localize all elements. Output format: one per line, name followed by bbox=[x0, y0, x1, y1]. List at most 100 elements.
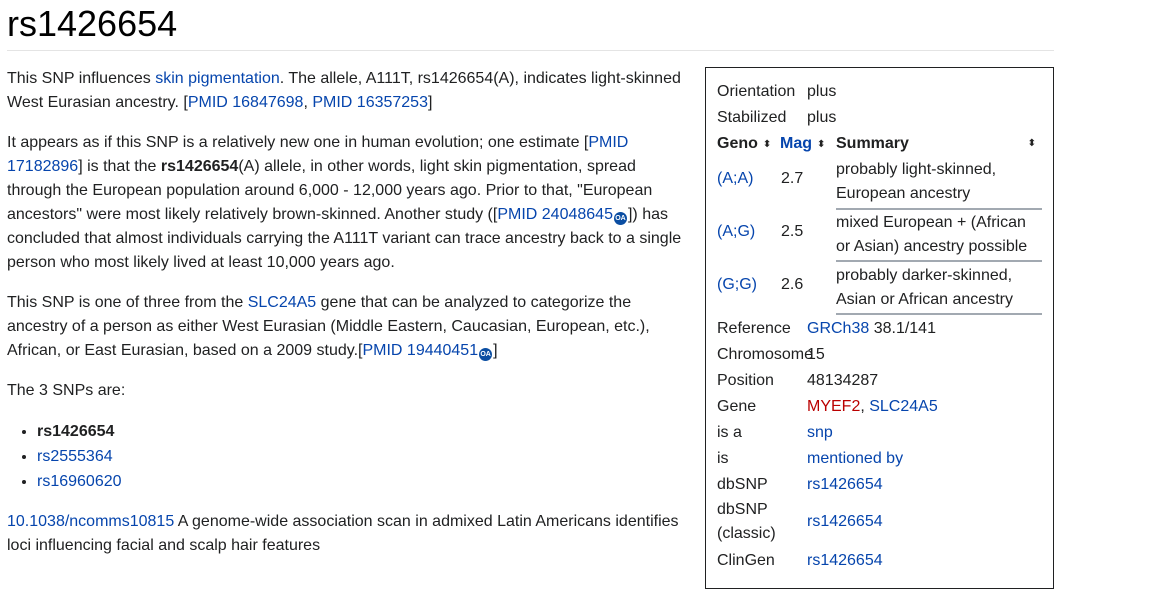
stabilized-label[interactable]: Stabilized bbox=[717, 109, 787, 126]
snp-list: rs1426654 rs2555364 rs16960620 bbox=[7, 419, 687, 494]
bold-snp-name: rs1426654 bbox=[160, 158, 239, 175]
link-pmid-19440451[interactable]: PMID 19440451 bbox=[362, 342, 479, 359]
text: ] is that the bbox=[78, 158, 161, 175]
text: This SNP is one of three from the bbox=[7, 294, 248, 311]
genotype-link[interactable]: (A;A) bbox=[717, 170, 754, 187]
dbsnp-row: dbSNP rs1426654 bbox=[706, 472, 1046, 498]
list-item: rs2555364 bbox=[37, 444, 687, 469]
sort-icon: ⬍ bbox=[762, 139, 772, 150]
text: A genome-wide association scan in admixe… bbox=[7, 513, 679, 554]
header-summary[interactable]: Summary ⬍ bbox=[836, 131, 1036, 157]
orientation-row: Orientation plus bbox=[706, 79, 1036, 105]
sort-icon: ⬍ bbox=[817, 139, 826, 150]
gene-label: Gene bbox=[717, 398, 757, 415]
genotype-link[interactable]: (G;G) bbox=[717, 276, 757, 293]
row-divider bbox=[836, 260, 1042, 262]
gene-value: MYEF2, SLC24A5 bbox=[807, 394, 938, 420]
link-myef2[interactable]: MYEF2 bbox=[807, 398, 861, 415]
link-pmid-16357253[interactable]: PMID 16357253 bbox=[312, 94, 428, 111]
header-mag-label[interactable]: Mag bbox=[780, 135, 812, 152]
link-clingen[interactable]: rs1426654 bbox=[807, 552, 883, 569]
summary-line-1: mixed European + (African bbox=[836, 214, 1026, 231]
header-summary-label: Summary bbox=[836, 135, 909, 152]
snp-current: rs1426654 bbox=[37, 423, 115, 440]
position-row: Position 48134287 bbox=[706, 368, 1046, 394]
paragraph-citation: 10.1038/ncomms10815 A genome-wide associ… bbox=[7, 510, 687, 558]
page-title: rs1426654 bbox=[7, 3, 178, 44]
link-pmid-16847698[interactable]: PMID 16847698 bbox=[187, 94, 304, 111]
link-slc24a5[interactable]: SLC24A5 bbox=[869, 398, 938, 415]
paragraph-ancestry: This SNP is one of three from the SLC24A… bbox=[7, 291, 687, 363]
article-body: This SNP influences skin pigmentation. T… bbox=[7, 67, 687, 574]
stabilized-value: plus bbox=[807, 109, 837, 126]
chromosome-label: Chromosome bbox=[717, 346, 814, 363]
gene-separator: , bbox=[860, 398, 870, 415]
magnitude-value: 2.7 bbox=[781, 170, 804, 187]
link-rs16960620[interactable]: rs16960620 bbox=[37, 473, 122, 490]
reference-value: GRCh38 38.1/141 bbox=[807, 316, 936, 342]
link-mentioned-by[interactable]: mentioned by bbox=[807, 450, 904, 467]
reference-version: 38.1/141 bbox=[869, 320, 936, 337]
position-label: Position bbox=[717, 372, 774, 389]
text: , bbox=[303, 94, 313, 111]
position-value: 48134287 bbox=[807, 372, 879, 389]
dbsnp-label: dbSNP bbox=[717, 476, 768, 493]
orientation-label[interactable]: Orientation bbox=[717, 83, 796, 100]
paragraph-intro: This SNP influences skin pigmentation. T… bbox=[7, 67, 687, 115]
chromosome-row: Chromosome 15 bbox=[706, 342, 1046, 368]
genotype-link[interactable]: (A;G) bbox=[717, 223, 756, 240]
dbsnp-classic-row: dbSNP (classic) rs1426654 bbox=[706, 498, 1046, 550]
reference-row: Reference GRCh38 38.1/141 bbox=[706, 316, 1046, 342]
text: ]) has concluded that almost individuals… bbox=[7, 206, 682, 271]
row-divider bbox=[836, 313, 1042, 315]
magnitude-value: 2.5 bbox=[781, 223, 804, 240]
text: . The allele, A111T, rs1426654(A), indic… bbox=[7, 70, 681, 111]
chromosome-value: 15 bbox=[807, 346, 825, 363]
link-grch38[interactable]: GRCh38 bbox=[807, 320, 870, 337]
dbsnp-classic-label: dbSNP bbox=[717, 501, 768, 518]
header-geno[interactable]: Geno ⬍ bbox=[717, 131, 771, 158]
text: It appears as if this SNP is a relativel… bbox=[7, 134, 589, 151]
paragraph-snps-intro: The 3 SNPs are: bbox=[7, 382, 126, 399]
summary-line-1: probably light-skinned, bbox=[836, 161, 997, 178]
list-item: rs1426654 bbox=[37, 419, 687, 444]
infobox: Orientation plus Stabilized plus Geno ⬍ M… bbox=[705, 67, 1054, 589]
link-doi[interactable]: 10.1038/ncomms10815 bbox=[7, 513, 175, 530]
sort-icon: ⬍ bbox=[1027, 138, 1036, 149]
orientation-value: plus bbox=[807, 83, 837, 100]
summary-line-2: or Asian) ancestry possible bbox=[836, 238, 1028, 255]
text: ] bbox=[427, 94, 433, 111]
header-mag[interactable]: Mag ⬍ bbox=[780, 131, 825, 158]
link-pmid-17182896[interactable]: PMID 17182896 bbox=[7, 134, 629, 175]
dbsnp-classic-label: (classic) bbox=[717, 525, 776, 542]
clingen-row: ClinGen rs1426654 bbox=[706, 548, 1046, 574]
header-geno-label: Geno bbox=[717, 135, 758, 152]
text: This SNP influences bbox=[7, 70, 156, 87]
link-dbsnp-classic[interactable]: rs1426654 bbox=[807, 513, 883, 530]
stabilized-row: Stabilized plus bbox=[706, 105, 1036, 131]
link-snp[interactable]: snp bbox=[807, 424, 833, 441]
magnitude-value: 2.6 bbox=[781, 276, 804, 293]
reference-label: Reference bbox=[717, 320, 791, 337]
gene-row: Gene MYEF2, SLC24A5 bbox=[706, 394, 1046, 420]
link-dbsnp[interactable]: rs1426654 bbox=[807, 476, 883, 493]
link-rs2555364[interactable]: rs2555364 bbox=[37, 448, 113, 465]
text: ] bbox=[493, 342, 498, 359]
text: (A) allele, in other words, light skin p… bbox=[7, 158, 653, 223]
link-slc24a5[interactable]: SLC24A5 bbox=[247, 294, 317, 311]
link-pmid-24048645[interactable]: PMID 24048645 bbox=[497, 206, 613, 223]
text: gene that can be analyzed to categorize … bbox=[7, 294, 650, 359]
is-row: is mentioned by bbox=[706, 446, 1046, 472]
link-skin-pigmentation[interactable]: skin pigmentation bbox=[155, 70, 280, 87]
open-access-icon[interactable]: OA bbox=[479, 348, 493, 361]
is-label: is bbox=[717, 450, 729, 467]
summary-line-1: probably darker-skinned, bbox=[836, 267, 1013, 284]
row-divider bbox=[836, 208, 1042, 210]
open-access-icon[interactable]: OA bbox=[613, 212, 627, 225]
summary-line-2: European ancestry bbox=[836, 185, 971, 202]
title-divider bbox=[7, 50, 1054, 51]
isa-row: is a snp bbox=[706, 420, 1046, 446]
isa-label: is a bbox=[717, 424, 742, 441]
list-item: rs16960620 bbox=[37, 469, 687, 494]
summary-line-2: Asian or African ancestry bbox=[836, 291, 1013, 308]
